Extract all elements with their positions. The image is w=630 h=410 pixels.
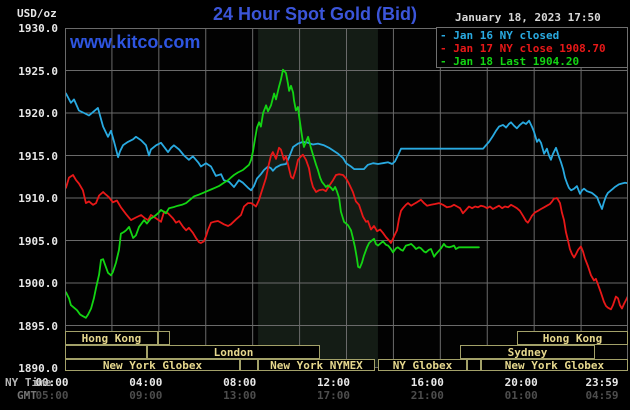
chart-datetime: January 18, 2023 17:50 (455, 11, 601, 24)
y-tick-label: 1910.0 (18, 192, 58, 205)
gmt-tick-label: 01:00 (504, 389, 538, 402)
session-box-spacer (157, 331, 171, 345)
y-tick-label: 1890.0 (18, 362, 58, 375)
y-axis-unit-label: USD/oz (17, 7, 57, 20)
ny-time-tick-label: 16:00 (410, 376, 444, 389)
legend-label: Jan 18 Last 1904.20 (453, 55, 580, 68)
ny-time-tick-label: 23:59 (585, 376, 619, 389)
legend-label: Jan 17 NY close 1908.70 (453, 42, 606, 55)
y-tick-label: 1915.0 (18, 149, 58, 163)
y-tick-label: 1930.0 (18, 22, 58, 35)
gmt-tick-label: 13:00 (223, 389, 257, 402)
session-box-hong-kong: Hong Kong (65, 331, 158, 345)
session-box-hong-kong: Hong Kong (517, 331, 628, 345)
session-box-new-york-globex: New York Globex (65, 359, 240, 371)
session-box-spacer (65, 345, 148, 359)
legend-item: - Jan 17 NY close 1908.70 (440, 42, 627, 55)
y-tick-label: 1925.0 (18, 64, 58, 78)
chart-legend: - Jan 16 NY closed - Jan 17 NY close 1908… (436, 27, 628, 68)
gmt-tick-label: 21:00 (410, 389, 444, 402)
session-box-ny-globex: NY Globex (377, 359, 468, 371)
ny-time-tick-label: 08:00 (223, 376, 257, 389)
kitco-logo-link[interactable]: www.kitco.com (70, 32, 201, 52)
legend-marker-dash: - (440, 42, 454, 55)
session-box-sydney: Sydney (460, 345, 595, 359)
price-line-jan-17 (65, 146, 630, 311)
legend-item: - Jan 16 NY closed (440, 29, 627, 42)
gmt-axis-label: GMT (17, 389, 37, 402)
ny-time-tick-label: 00:00 (35, 376, 69, 389)
gmt-tick-label: 17:00 (316, 389, 351, 402)
session-box-spacer (467, 359, 481, 371)
session-box-new-york-globex: New York Globex (480, 359, 628, 371)
page-title: 24 Hour Spot Gold (Bid) (213, 4, 417, 24)
gmt-tick-label: 04:59 (585, 389, 619, 402)
chart-canvas (65, 29, 630, 367)
y-tick-label: 1920.0 (18, 107, 58, 120)
ny-time-axis-label: NY Time (5, 376, 52, 389)
ny-time-tick-label: 04:00 (129, 376, 163, 389)
y-tick-label: 1895.0 (18, 319, 58, 333)
ny-time-tick-label: 12:00 (316, 376, 351, 389)
legend-marker-dash: - (440, 29, 454, 42)
session-box-new-york-nymex: New York NYMEX (258, 359, 375, 371)
session-box-london: London (147, 345, 320, 359)
price-line-jan-16 (65, 92, 630, 210)
plot-area (65, 28, 630, 368)
gmt-tick-label: 09:00 (129, 389, 163, 402)
y-tick-label: 1905.0 (18, 234, 58, 248)
gmt-tick-label: 05:00 (35, 389, 69, 402)
ny-time-tick-label: 20:00 (504, 376, 538, 389)
price-line-jan-18 (65, 68, 480, 319)
legend-label: Jan 16 NY closed (453, 29, 560, 42)
legend-marker-dash: - (440, 55, 454, 68)
y-tick-label: 1900.0 (18, 277, 58, 290)
session-box-spacer (239, 359, 259, 371)
legend-item: - Jan 18 Last 1904.20 (440, 55, 627, 68)
